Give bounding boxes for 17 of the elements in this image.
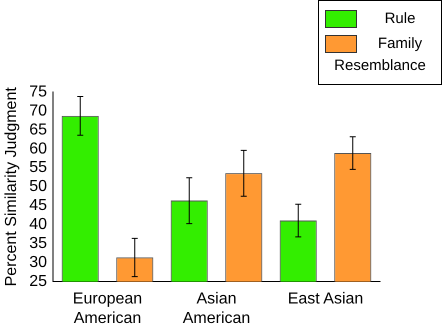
y-tick-label: 75 xyxy=(29,83,48,100)
y-tick-label: 45 xyxy=(29,197,48,214)
y-tick-label: 55 xyxy=(29,159,48,176)
y-tick-label: 30 xyxy=(29,254,48,272)
x-tick-label: European American xyxy=(72,290,142,327)
y-tick-label: 25 xyxy=(29,273,48,290)
x-tick-label: Asian American xyxy=(182,290,250,327)
y-tick-label: 70 xyxy=(29,102,48,120)
y-tick-label: 60 xyxy=(29,140,48,158)
y-axis-title: Percent Similarity Judgment xyxy=(3,86,20,286)
y-tick-label: 50 xyxy=(29,178,48,196)
legend-label: Family Resemblance xyxy=(334,35,426,74)
y-tick-label: 65 xyxy=(29,121,48,138)
y-tick-label: 40 xyxy=(29,216,48,234)
legend-label: Rule xyxy=(384,10,416,27)
x-tick-label: East Asian xyxy=(288,290,364,308)
y-tick-label: 35 xyxy=(29,235,48,252)
